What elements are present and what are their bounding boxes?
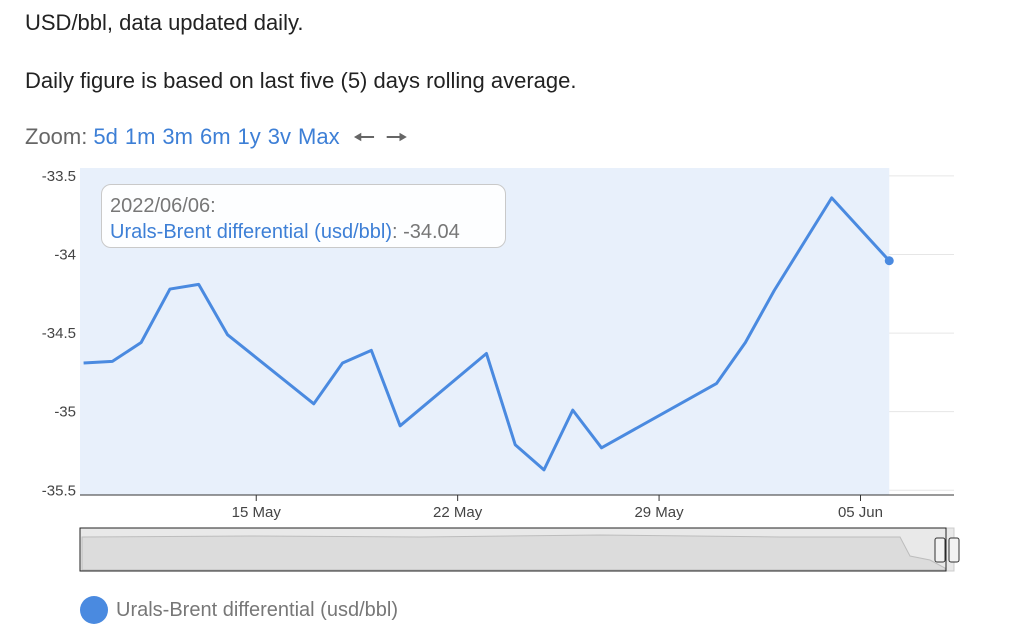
zoom-3v-button[interactable]: 3v	[267, 124, 292, 149]
left-arrow-icon[interactable]: 🠔	[352, 122, 376, 152]
legend[interactable]: Urals-Brent differential (usd/bbl)	[80, 596, 398, 624]
axes: -33.5 -34 -34.5 -35 -35.5 15 May 22 May 29 May 0…	[42, 168, 954, 521]
tooltip: 2022/06/06: Urals-Brent differential (us…	[101, 184, 506, 248]
zoom-1m-button[interactable]: 1m	[124, 124, 156, 149]
description-line-2: Daily figure is based on last five (5) d…	[25, 68, 577, 93]
zoom-max-button[interactable]: Max	[298, 124, 340, 149]
y-tick-label: -35.5	[42, 482, 76, 499]
x-tick-label: 29 May	[634, 504, 684, 521]
legend-label: Urals-Brent differential (usd/bbl)	[116, 598, 398, 621]
zoom-bar: Zoom: 5d 1m 3m 6m 1y 3v Max 🠔 🠖	[25, 124, 412, 150]
x-tick-label: 22 May	[433, 504, 483, 521]
y-tick-label: -34	[54, 246, 76, 263]
tooltip-value: : -34.04	[391, 221, 460, 243]
series-line	[83, 196, 891, 472]
x-tick-label: 05 Jun	[838, 504, 883, 521]
navigator[interactable]	[79, 527, 960, 572]
zoom-label: Zoom:	[25, 124, 88, 149]
tooltip-date: 2022/06/06:	[110, 195, 216, 217]
hover-point[interactable]	[884, 256, 894, 266]
y-tick-label: -33.5	[42, 168, 76, 185]
zoom-6m-button[interactable]: 6m	[199, 124, 231, 149]
description-line-1: USD/bbl, data updated daily.	[25, 10, 304, 35]
navigator-window[interactable]	[79, 527, 947, 572]
x-tick-label: 15 May	[232, 504, 282, 521]
navigator-handle-right[interactable]	[948, 537, 960, 563]
navigator-handle-left[interactable]	[934, 537, 946, 563]
y-tick-label: -34.5	[42, 325, 76, 342]
y-tick-label: -35	[54, 404, 76, 421]
zoom-3m-button[interactable]: 3m	[162, 124, 193, 149]
right-arrow-icon[interactable]: 🠖	[385, 122, 409, 152]
zoom-5d-button[interactable]: 5d	[93, 124, 118, 149]
tooltip-series-name: Urals-Brent differential (usd/bbl)	[110, 221, 392, 243]
navigator-series	[81, 534, 946, 571]
zoom-1y-button[interactable]: 1y	[237, 124, 261, 149]
legend-marker	[80, 596, 108, 624]
